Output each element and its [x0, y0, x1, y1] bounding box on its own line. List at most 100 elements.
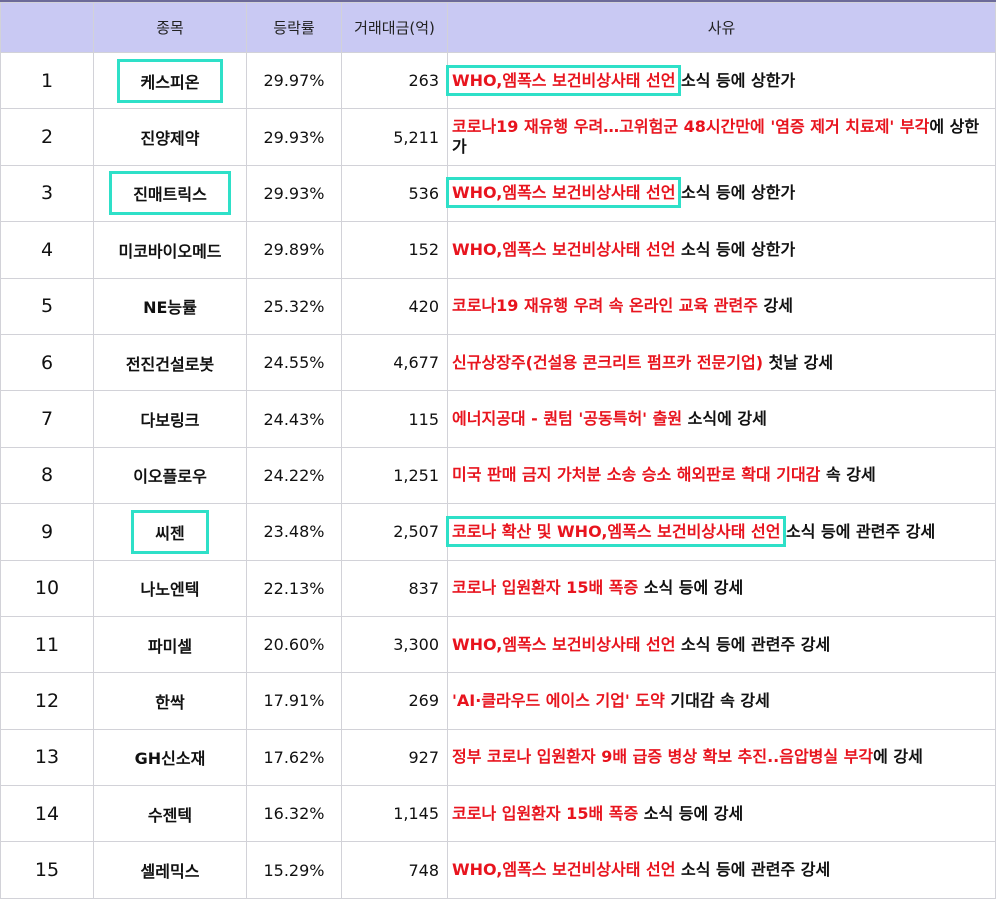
reason-cell: 코로나 입원환자 15배 폭증 소식 등에 강세 [447, 559, 996, 617]
reason-rest: 소식 등에 관련주 강세 [675, 634, 831, 654]
reason-rest: 소식 등에 상한가 [675, 183, 796, 203]
reason-highlight: 코로나 확산 및 WHO,엠폭스 보건비상사태 선언 [445, 515, 787, 547]
reason-cell: 신규상장주(건설용 콘크리트 펌프카 전문기업) 첫날 강세 [447, 333, 996, 392]
row-number: 12 [0, 672, 94, 730]
row-number: 13 [0, 728, 94, 787]
trade-amount: 5,211 [341, 108, 448, 166]
stock-name-cell: 수젠텍 [93, 785, 247, 843]
table-row: 15 셀레믹스 15.29% 748 WHO,엠폭스 보건비상사태 선언 소식 등에 관… [0, 841, 996, 899]
reason-highlight: 코로나19 재유행 우려 속 온라인 교육 관련주 [452, 296, 758, 316]
reason-rest: 소식 등에 관련주 강세 [780, 521, 936, 541]
reason-highlight: 미국 판매 금지 가처분 소송 승소 해외판로 확대 기대감 [452, 465, 821, 485]
header-rate: 등락률 [246, 2, 342, 53]
reason-rest: 소식에 강세 [682, 409, 767, 429]
trade-amount: 420 [341, 277, 448, 335]
row-number: 9 [0, 503, 94, 561]
reason-cell: WHO,엠폭스 보건비상사태 선언 소식 등에 상한가 [445, 164, 996, 223]
row-number: 11 [0, 615, 94, 674]
reason-highlight: WHO,엠폭스 보건비상사태 선언 [452, 634, 676, 654]
row-number: 2 [0, 108, 94, 166]
trade-amount: 1,251 [341, 446, 448, 505]
stock-name: 진양제약 [140, 129, 200, 149]
reason-cell: 미국 판매 금지 가처분 소송 승소 해외판로 확대 기대감 속 강세 [447, 446, 996, 505]
reason-highlight: 코로나 입원환자 15배 폭증 [452, 578, 639, 598]
row-number: 3 [0, 164, 94, 223]
change-rate: 29.89% [246, 221, 342, 279]
trade-amount: 748 [341, 841, 448, 899]
row-number: 4 [0, 221, 94, 279]
stock-name-cell: 다보링크 [93, 390, 247, 448]
header-reason: 사유 [447, 2, 996, 53]
row-number: 15 [0, 841, 94, 899]
reason-rest: 소식 등에 관련주 강세 [675, 860, 831, 880]
reason-highlight: WHO,엠폭스 보건비상사태 선언 [445, 177, 682, 209]
table-row: 6 전진건설로봇 24.55% 4,677 신규상장주(건설용 콘크리트 펌프카 전문기… [0, 333, 996, 392]
stock-name: 케스피온 [116, 58, 224, 103]
stock-name-cell: 셀레믹스 [93, 841, 247, 899]
change-rate: 17.91% [246, 672, 342, 730]
change-rate: 29.97% [246, 51, 342, 110]
row-number: 14 [0, 785, 94, 843]
table-row: 11 파미셀 20.60% 3,300 WHO,엠폭스 보건비상사태 선언 소식 등에 … [0, 615, 996, 674]
reason-rest: 에 상한가 [452, 117, 980, 157]
row-number: 7 [0, 390, 94, 448]
table-row: 4 미코바이오메드 29.89% 152 WHO,엠폭스 보건비상사태 선언 소식 등에… [0, 221, 996, 279]
change-rate: 23.48% [246, 503, 342, 561]
header-row: 종목 등락률 거래대금(억) 사유 [0, 2, 996, 53]
stock-name-cell: 씨젠 [93, 503, 247, 561]
change-rate: 24.55% [246, 333, 342, 392]
table-row: 1 케스피온 29.97% 263 WHO,엠폭스 보건비상사태 선언 소식 등에 상한… [0, 51, 996, 110]
trade-amount: 152 [341, 221, 448, 279]
trade-amount: 4,677 [341, 333, 448, 392]
reason-rest: 소식 등에 강세 [638, 803, 744, 823]
header-amount: 거래대금(억) [341, 2, 448, 53]
reason-highlight: 코로나19 재유행 우려…고위험군 48시간만에 '염증 제거 치료제' 부각 [452, 117, 930, 137]
table-row: 7 다보링크 24.43% 115 에너지공대 - 퀀텀 '공동특허' 출원 소식에 강… [0, 390, 996, 448]
trade-amount: 536 [341, 164, 448, 223]
stock-name-cell: 파미셀 [93, 615, 247, 674]
change-rate: 29.93% [246, 164, 342, 223]
reason-highlight: 정부 코로나 입원환자 9배 급증 병상 확보 추진..음압병실 부각 [452, 747, 874, 767]
stock-name: 다보링크 [140, 411, 200, 431]
table-row: 3 진매트릭스 29.93% 536 WHO,엠폭스 보건비상사태 선언 소식 등에 상… [0, 164, 996, 223]
stock-name-cell: 한싹 [93, 672, 247, 730]
table-row: 8 이오플로우 24.22% 1,251 미국 판매 금지 가처분 소송 승소 해외판로… [0, 446, 996, 505]
change-rate: 22.13% [246, 559, 342, 617]
stock-name: 이오플로우 [133, 467, 207, 487]
table-body: 1 케스피온 29.97% 263 WHO,엠폭스 보건비상사태 선언 소식 등에 상한… [0, 51, 996, 899]
header-name: 종목 [93, 2, 247, 53]
reason-rest: 소식 등에 상한가 [675, 239, 796, 259]
stock-name-cell: 케스피온 [93, 51, 247, 110]
trade-amount: 3,300 [341, 615, 448, 674]
top-border [0, 0, 996, 2]
reason-cell: WHO,엠폭스 보건비상사태 선언 소식 등에 관련주 강세 [447, 841, 996, 899]
reason-highlight: WHO,엠폭스 보건비상사태 선언 [452, 239, 676, 259]
stock-name-cell: NE능률 [93, 277, 247, 335]
reason-highlight: 코로나 입원환자 15배 폭증 [452, 803, 639, 823]
reason-cell: WHO,엠폭스 보건비상사태 선언 소식 등에 상한가 [445, 51, 996, 110]
reason-cell: 코로나 입원환자 15배 폭증 소식 등에 강세 [447, 785, 996, 843]
table-row: 2 진양제약 29.93% 5,211 코로나19 재유행 우려…고위험군 48시간만에… [0, 108, 996, 166]
reason-cell: 코로나19 재유행 우려…고위험군 48시간만에 '염증 제거 치료제' 부각에… [447, 108, 996, 166]
change-rate: 25.32% [246, 277, 342, 335]
stock-name: 파미셀 [147, 636, 193, 656]
stock-name: 수젠텍 [147, 805, 193, 825]
row-number: 8 [0, 446, 94, 505]
table-row: 10 나노엔텍 22.13% 837 코로나 입원환자 15배 폭증 소식 등에 강세 [0, 559, 996, 617]
reason-cell: 코로나 확산 및 WHO,엠폭스 보건비상사태 선언 소식 등에 관련주 강세 [445, 503, 996, 561]
trade-amount: 269 [341, 672, 448, 730]
stock-name-cell: GH신소재 [93, 728, 247, 787]
reason-rest: 에 강세 [873, 747, 923, 767]
change-rate: 24.22% [246, 446, 342, 505]
reason-highlight: 에너지공대 - 퀀텀 '공동특허' 출원 [452, 409, 683, 429]
reason-cell: WHO,엠폭스 보건비상사태 선언 소식 등에 상한가 [447, 221, 996, 279]
reason-rest: 소식 등에 강세 [638, 578, 744, 598]
change-rate: 17.62% [246, 728, 342, 787]
reason-cell: 정부 코로나 입원환자 9배 급증 병상 확보 추진..음압병실 부각에 강세 [447, 728, 996, 787]
reason-highlight: 신규상장주(건설용 콘크리트 펌프카 전문기업) [452, 352, 764, 372]
change-rate: 29.93% [246, 108, 342, 166]
change-rate: 20.60% [246, 615, 342, 674]
reason-rest: 소식 등에 상한가 [675, 70, 796, 90]
table-row: 12 한싹 17.91% 269 'AI·클라우드 에이스 기업' 도약 기대감 속 강… [0, 672, 996, 730]
